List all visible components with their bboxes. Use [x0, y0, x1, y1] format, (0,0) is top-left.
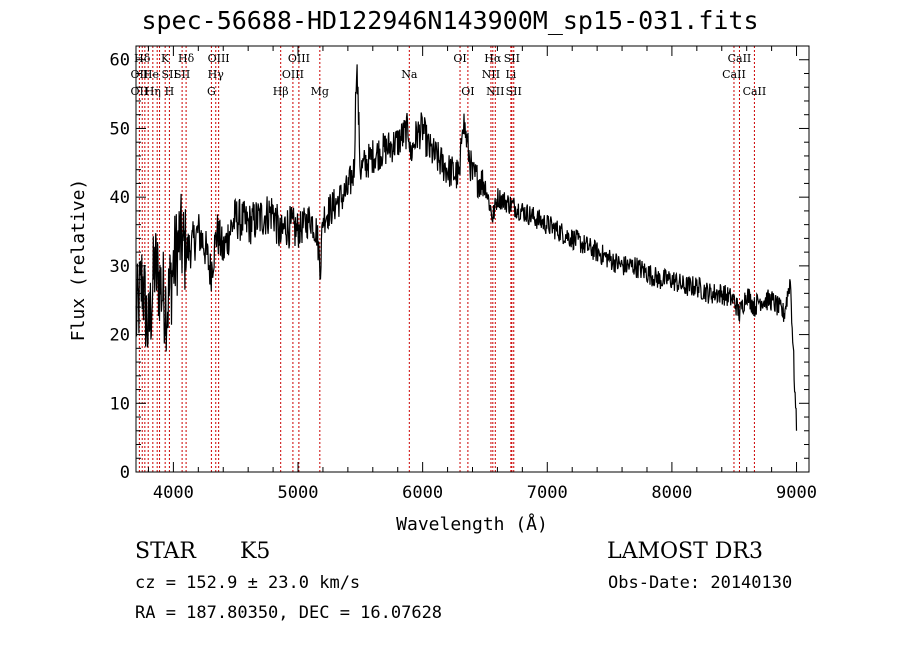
- y-tick-label-0: 0: [120, 463, 130, 483]
- obs-date: Obs-Date: 20140130: [608, 573, 793, 593]
- line-label-9: SII: [174, 68, 190, 81]
- line-label-21: SII: [504, 52, 520, 65]
- line-label-11: Hγ: [208, 68, 225, 81]
- line-label-2: OII: [131, 85, 149, 98]
- y-tick-label-20: 20: [110, 326, 130, 346]
- line-label-26: CaII: [728, 52, 752, 65]
- line-label-22: NII: [482, 68, 500, 81]
- line-label-7: H: [165, 85, 175, 98]
- redshift-value: cz = 152.9 ± 23.0 km/s: [135, 573, 361, 593]
- line-label-0: Hδ: [134, 52, 151, 65]
- line-markers: [138, 46, 755, 472]
- x-tick-label-5000: 5000: [278, 483, 319, 503]
- line-label-6: SII: [162, 68, 178, 81]
- line-label-14: OIII: [288, 52, 310, 65]
- y-tick-label-50: 50: [110, 119, 130, 139]
- y-tick-label-10: 10: [110, 394, 130, 414]
- plot-frame: [135, 45, 810, 473]
- line-label-13: Hβ: [273, 85, 289, 98]
- coordinates: RA = 187.80350, DEC = 16.07628: [135, 603, 443, 623]
- line-label-18: OI: [453, 52, 466, 65]
- line-label-28: CaII: [743, 85, 767, 98]
- line-label-1: OII: [131, 68, 149, 81]
- line-label-27: CaII: [722, 68, 746, 81]
- x-tick-label-4000: 4000: [153, 483, 194, 503]
- line-label-4: Hη: [145, 85, 161, 98]
- line-label-8: Hδ: [178, 52, 195, 65]
- y-tick-label-40: 40: [110, 188, 130, 208]
- x-tick-label-7000: 7000: [527, 483, 568, 503]
- line-label-5: K: [161, 52, 170, 65]
- line-label-19: OI: [461, 85, 474, 98]
- y-ticks: 0 10 20 30 40 50 60: [110, 45, 809, 483]
- y-tick-label-30: 30: [110, 257, 130, 277]
- x-tick-label-9000: 9000: [776, 483, 817, 503]
- object-type: STAR: [135, 539, 196, 564]
- x-tick-label-8000: 8000: [651, 483, 692, 503]
- x-axis-label: Wavelength (Å): [396, 513, 548, 535]
- line-label-23: Li: [505, 68, 516, 81]
- x-ticks: 4000 5000 6000 7000 8000 9000: [147, 46, 817, 503]
- line-label-10: OIII: [208, 52, 230, 65]
- line-label-17: Na: [401, 68, 418, 81]
- object-subclass: K5: [240, 539, 271, 564]
- y-tick-label-60: 60: [110, 51, 130, 71]
- line-label-16: Mg: [311, 85, 329, 98]
- y-axis-label: Flux (relative): [68, 179, 89, 342]
- line-label-3: He: [143, 68, 159, 81]
- chart-title: spec-56688-HD122946N143900M_sp15-031.fit…: [141, 6, 759, 35]
- spectrum-line: [135, 64, 798, 431]
- line-label-25: SII: [506, 85, 522, 98]
- line-label-12: G: [207, 85, 216, 98]
- line-label-20: Hα: [484, 52, 502, 65]
- line-label-15: OIII: [282, 68, 304, 81]
- survey-name: LAMOST DR3: [607, 539, 763, 564]
- line-label-24: NII: [486, 85, 504, 98]
- x-tick-label-6000: 6000: [402, 483, 443, 503]
